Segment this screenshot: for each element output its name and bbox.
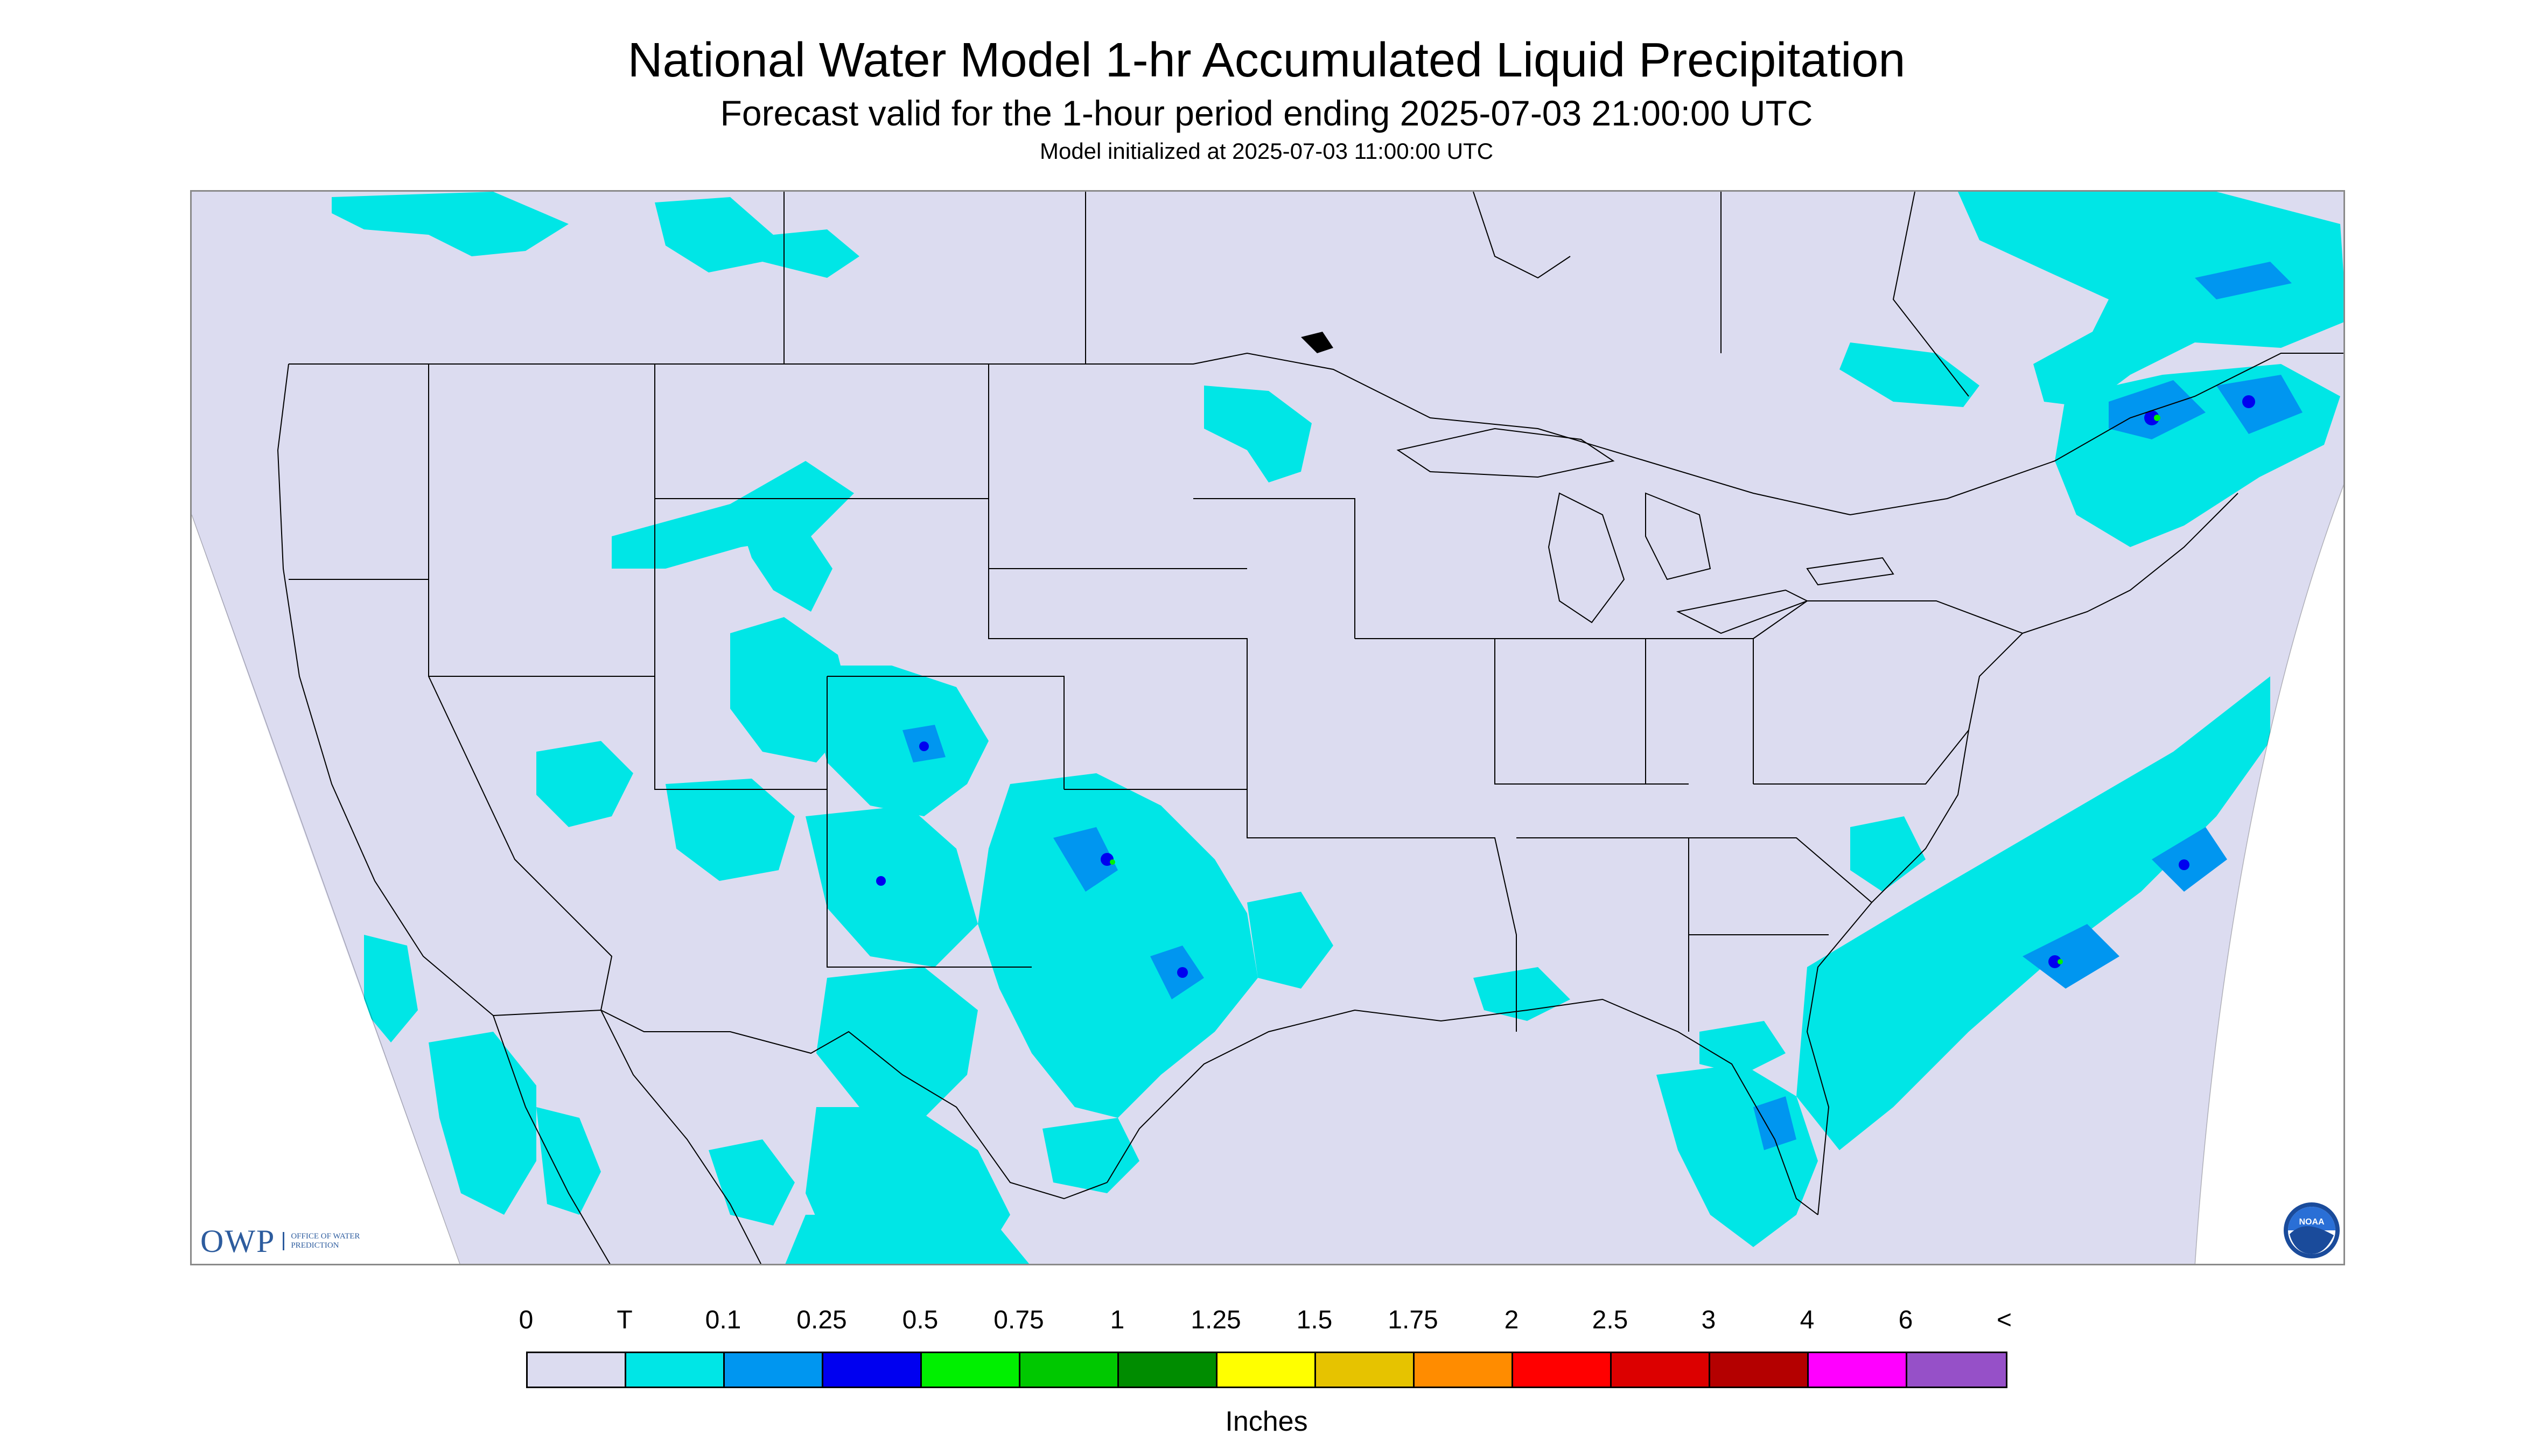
legend-swatch: [1415, 1353, 1513, 1387]
precip-pacific-west: [364, 935, 418, 1042]
hudson-bay-coast: [1473, 192, 1571, 279]
great-lakes-superior: [1396, 428, 1615, 478]
precip-northern-rockies: [612, 461, 854, 569]
map-title: National Water Model 1-hr Accumulated Li…: [627, 33, 1906, 87]
precip-oklahoma-texas: [978, 773, 1258, 1118]
great-lakes-erie: [1676, 589, 1809, 634]
precip-new-mexico: [806, 806, 978, 967]
precip-trace-areas: [332, 192, 2343, 1264]
lake-of-the-woods: [1301, 332, 1333, 353]
legend-tick-label: 1.5: [1296, 1306, 1333, 1334]
precip-quebec: [1958, 192, 2343, 407]
legend-tick-label: 2: [1504, 1306, 1519, 1334]
precip-canada-prairies: [332, 192, 569, 256]
legend-swatch: [1119, 1353, 1217, 1387]
precip-mexico-east: [1042, 1118, 1139, 1193]
legend-swatch: [1513, 1353, 1612, 1387]
legend-swatch: [1612, 1353, 1710, 1387]
mexico-west-coast: [600, 1010, 763, 1264]
precip-mexico-south: [784, 1215, 1032, 1264]
legend-tick-label: 0.1: [705, 1306, 741, 1334]
owp-logo: OWP OFFICE OF WATER PREDICTION: [200, 1222, 372, 1260]
precip-0-5-areas: [1110, 415, 2160, 964]
precip-pacific-sw: [429, 1032, 536, 1215]
precip-west-texas: [816, 967, 978, 1118]
forecast-valid-subtitle: Forecast valid for the 1-hour period end…: [720, 93, 1813, 133]
precip-atlantic-offshore: [1796, 676, 2270, 1150]
great-lakes-huron: [1645, 492, 1711, 580]
gulf-coast: [1107, 998, 1818, 1215]
precip-legend: 0 T 0.1 0.25 0.5 0.75 1 1.25 1.5 1.75 2 2.5 3 4 6 < Inc…: [519, 1305, 2012, 1440]
precip-idaho-montana: [741, 520, 832, 612]
legend-tick-label: 1.75: [1388, 1306, 1438, 1334]
precip-arizona: [666, 779, 795, 881]
baja-california: [493, 1015, 612, 1264]
precip-canada-north: [655, 197, 859, 278]
precip-ontario-east: [1839, 342, 1979, 407]
legend-swatch: [1217, 1353, 1316, 1387]
model-init-text: Model initialized at 2025-07-03 11:00:00…: [1039, 138, 1494, 164]
canada-provinces: [783, 192, 1969, 397]
legend-units: Inches: [1225, 1406, 1308, 1437]
legend-tick-label: T: [617, 1306, 633, 1334]
pacific-coast: [277, 363, 494, 1016]
great-lakes-michigan: [1548, 492, 1625, 624]
precip-georgia: [1699, 1021, 1786, 1075]
legend-tick-label: 1: [1110, 1306, 1125, 1334]
us-canada-border: [289, 352, 2343, 516]
legend-swatch: [725, 1353, 823, 1387]
legend-swatch: [823, 1353, 922, 1387]
owp-logo-text: OFFICE OF WATER PREDICTION: [283, 1232, 372, 1250]
legend-swatch: [528, 1353, 626, 1387]
legend-tick-label: <: [1996, 1306, 2012, 1334]
legend-swatch: [1809, 1353, 1907, 1387]
legend-tick-label: 0.5: [902, 1306, 939, 1334]
legend-swatch: [1710, 1353, 1809, 1387]
legend-swatch: [626, 1353, 725, 1387]
legend-tick-label: 0.75: [993, 1306, 1044, 1334]
legend-tick-label: 6: [1898, 1306, 1913, 1334]
owp-logo-mark: OWP: [200, 1223, 276, 1259]
legend-tick-label: 3: [1701, 1306, 1716, 1334]
precip-dakotas: [1204, 386, 1312, 482]
legend-swatch: [1020, 1353, 1119, 1387]
legend-tick-label: 1.25: [1191, 1306, 1241, 1334]
legend-tick-label: 4: [1800, 1306, 1815, 1334]
us-mexico-border: [493, 1009, 1108, 1200]
precip-0-25-areas: [876, 395, 2255, 978]
precipitation-map: [190, 190, 2345, 1265]
precip-pacific-south: [536, 1107, 601, 1215]
precip-nevada-arizona: [536, 741, 633, 827]
legend-tick-label: 0.25: [796, 1306, 847, 1334]
legend-tick-label: 0: [519, 1306, 534, 1334]
legend-colorbar: [526, 1352, 2007, 1388]
legend-labels: 0 T 0.1 0.25 0.5 0.75 1 1.25 1.5 1.75 2 2.5 3 4 6 <: [519, 1305, 2012, 1338]
precip-east-texas: [1247, 892, 1333, 989]
map-canvas: [192, 192, 2343, 1264]
noaa-logo-text: NOAA: [2299, 1217, 2325, 1227]
precip-carolinas: [1850, 816, 1926, 892]
political-boundaries: [277, 192, 2343, 1264]
legend-swatch: [1316, 1353, 1415, 1387]
noaa-logo-icon: NOAA: [2284, 1202, 2340, 1258]
legend-swatch: [1907, 1353, 2006, 1387]
legend-swatch: [922, 1353, 1020, 1387]
legend-tick-label: 2.5: [1592, 1306, 1628, 1334]
great-lakes-ontario: [1806, 557, 1894, 586]
precip-colorado: [806, 666, 989, 816]
